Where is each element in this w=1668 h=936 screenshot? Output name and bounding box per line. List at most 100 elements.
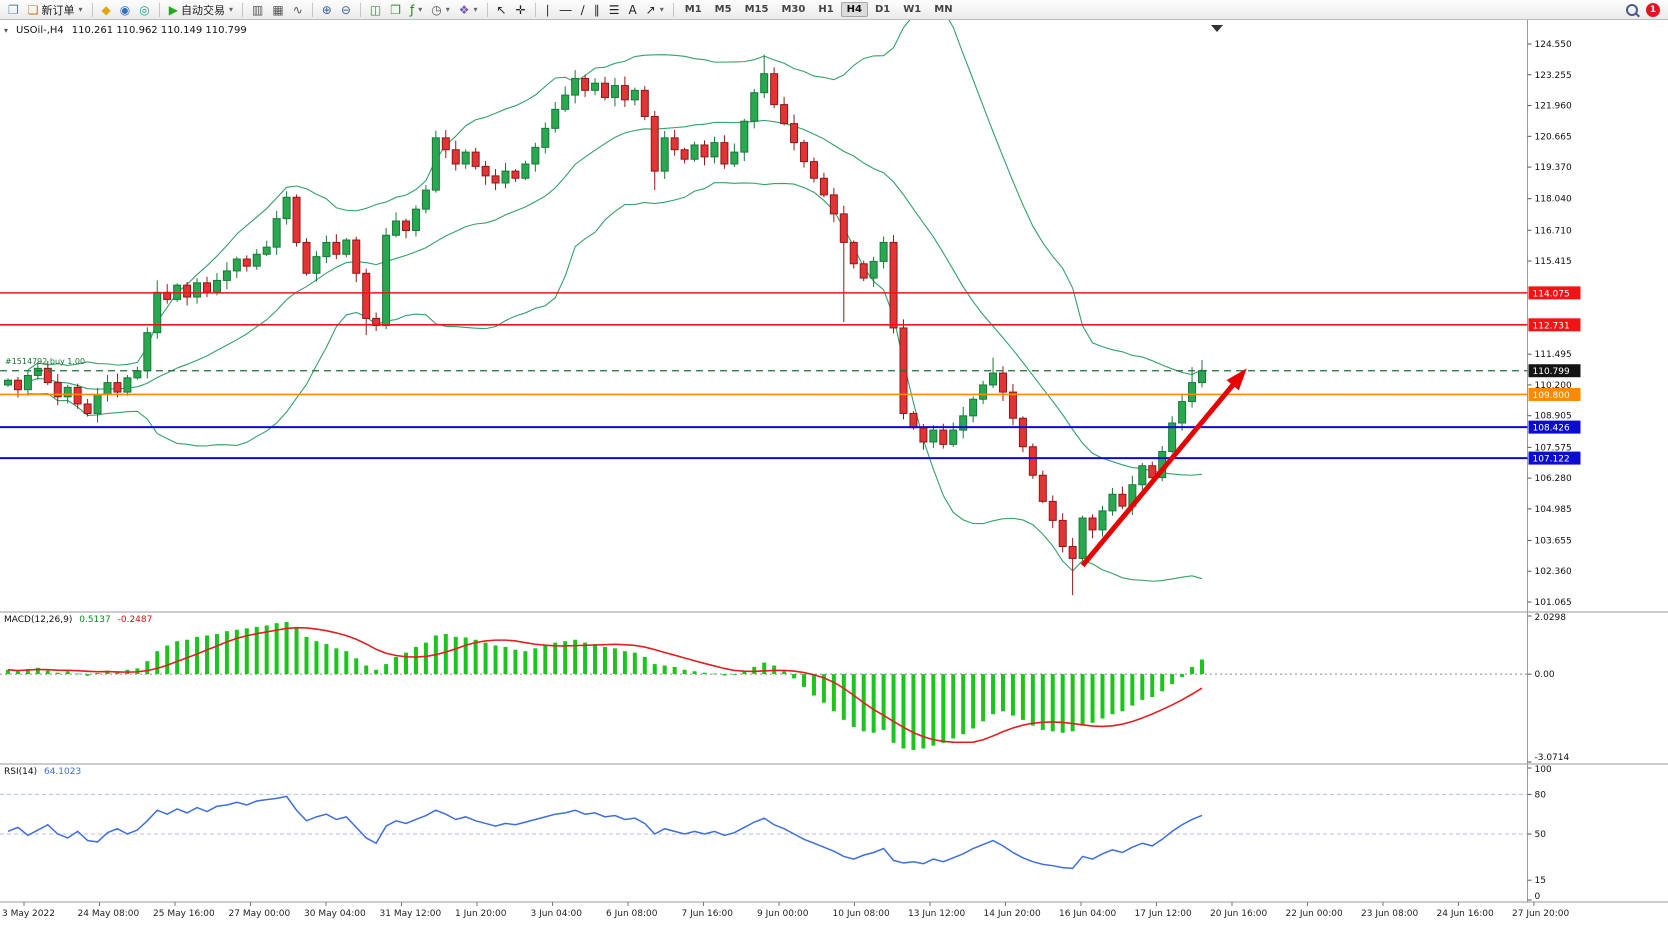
trend-arrow[interactable] xyxy=(1080,377,1240,568)
candle xyxy=(939,429,948,445)
price-tick-label: 119.370 xyxy=(1535,163,1572,173)
timeframe-m30-button[interactable]: M30 xyxy=(781,4,806,15)
candle xyxy=(193,282,202,298)
candlestick-chart-icon[interactable]: ▦ xyxy=(268,1,287,19)
candle xyxy=(43,367,52,384)
timeframe-h4-button[interactable]: H4 xyxy=(840,2,868,17)
timeframe-h1-button[interactable]: H1 xyxy=(818,4,834,15)
new-chart-icon[interactable]: ❒ xyxy=(386,1,405,19)
macd-histogram-bar xyxy=(503,646,508,675)
candle xyxy=(1048,500,1057,521)
macd-histogram-bar xyxy=(1170,674,1175,685)
macd-histogram-bar xyxy=(732,674,737,675)
line-chart-icon[interactable]: ∿ xyxy=(289,1,307,19)
chart-shift-marker-icon[interactable] xyxy=(1211,25,1223,32)
timeframe-m5-button[interactable]: M5 xyxy=(714,4,732,15)
time-label: 3 May 2022 xyxy=(2,909,55,919)
toolbar-right: 1 xyxy=(1626,2,1664,17)
trendline-icon[interactable]: ∕ xyxy=(577,1,589,19)
candlestick-chart-icon: ▦ xyxy=(272,2,284,17)
candle xyxy=(242,258,251,267)
search-icon[interactable] xyxy=(1626,3,1638,16)
zoom-in-icon[interactable]: ⊕ xyxy=(318,1,336,19)
candle xyxy=(123,377,132,393)
candle xyxy=(133,370,142,379)
macd-histogram-bar xyxy=(931,674,936,746)
time-label: 24 May 08:00 xyxy=(78,909,140,919)
macd-histogram-bar xyxy=(991,674,996,715)
fibonacci-icon[interactable]: ☰ xyxy=(605,1,624,19)
candle xyxy=(322,241,331,258)
timeframe-mn-button[interactable]: MN xyxy=(934,4,953,15)
chart-window-icon[interactable]: ❐ xyxy=(4,1,23,19)
bar-chart-icon[interactable]: ▥ xyxy=(248,1,267,19)
templates-icon[interactable]: ❖ ▾ xyxy=(455,1,482,19)
candle xyxy=(869,260,878,279)
macd-histogram-bar xyxy=(921,674,926,749)
macd-histogram-bar xyxy=(374,669,379,675)
price-tick-label: 107.575 xyxy=(1535,443,1572,453)
zoom-out-icon[interactable]: ⊖ xyxy=(337,1,355,19)
caret-down-icon: ▾ xyxy=(659,5,664,14)
chart-canvas[interactable]: 114.075 112.731 110.799 109.800 108.426 107.1… xyxy=(0,20,1668,936)
macd-histogram-bar xyxy=(1120,674,1125,712)
autotrade-button[interactable]: ▶ 自动交易 ▾ xyxy=(165,1,237,19)
cursor-icon[interactable]: ↖ xyxy=(493,1,511,19)
macd-histogram-bar xyxy=(1050,674,1055,732)
macd-histogram-bar xyxy=(901,674,906,749)
macd-histogram-bar xyxy=(652,664,657,675)
tile-windows-icon[interactable]: ◫ xyxy=(366,1,385,19)
candle xyxy=(979,384,988,400)
horizontal-line-icon[interactable]: ― xyxy=(556,1,576,19)
macd-histogram-bar xyxy=(981,674,986,722)
rsi-name: RSI(14) xyxy=(4,767,38,777)
market-watch-icon: ◉ xyxy=(119,2,131,17)
time-label: 6 Jun 08:00 xyxy=(606,909,658,919)
arrows-tool-icon[interactable]: ↗ ▾ xyxy=(642,1,668,19)
zoom-in-icon: ⊕ xyxy=(321,2,332,17)
periods-icon[interactable]: ◷ ▾ xyxy=(427,1,454,19)
candle xyxy=(1018,417,1027,448)
timeframe-m1-button[interactable]: M1 xyxy=(684,4,702,15)
timeframe-w1-button[interactable]: W1 xyxy=(903,4,922,15)
candle xyxy=(212,279,221,293)
new-order-button[interactable]: ❏ 新订单 ▾ xyxy=(24,1,87,19)
trend-arrow-head[interactable] xyxy=(1226,368,1247,391)
candle xyxy=(800,142,808,163)
macd-histogram-bar xyxy=(1010,674,1015,716)
candle xyxy=(521,163,530,179)
macd-histogram-bar xyxy=(1110,674,1115,715)
candle xyxy=(1038,474,1047,502)
signals-icon[interactable]: ◎ xyxy=(135,1,153,19)
macd-axis-label: 0.00 xyxy=(1535,670,1555,680)
text-label-icon: A xyxy=(628,2,637,17)
rsi-axis-label: 15 xyxy=(1535,876,1546,886)
gold-diamond-icon[interactable]: ◆ xyxy=(98,1,115,19)
macd-histogram-bar xyxy=(423,642,428,675)
price-tick-label: 120.665 xyxy=(1535,132,1572,142)
channel-icon[interactable]: ∥ xyxy=(590,1,604,19)
timeframe-m15-button[interactable]: M15 xyxy=(744,4,769,15)
toolbar-separator xyxy=(672,2,674,17)
crosshair-icon[interactable]: ✛ xyxy=(512,1,530,19)
notification-badge[interactable]: 1 xyxy=(1646,2,1660,17)
candle xyxy=(680,149,689,160)
macd-histogram-bar xyxy=(851,674,856,728)
timeframe-d1-button[interactable]: D1 xyxy=(875,4,891,15)
orange-level-line-badge xyxy=(1528,387,1581,401)
vertical-line-icon[interactable]: ∣ xyxy=(541,1,555,19)
macd-histogram-bar xyxy=(264,625,269,675)
arrows-tool-icon: ↗ xyxy=(645,2,656,17)
price-tick-label: 121.960 xyxy=(1535,102,1572,112)
candle xyxy=(879,241,888,262)
support-line-1-badge xyxy=(1528,420,1581,434)
text-label-icon[interactable]: A xyxy=(624,1,640,19)
indicators-icon[interactable]: ƒ ▾ xyxy=(406,1,426,19)
zoom-out-icon: ⊖ xyxy=(340,2,351,17)
market-watch-icon[interactable]: ◉ xyxy=(116,1,134,19)
macd-histogram-bar xyxy=(404,652,408,675)
candle xyxy=(1078,517,1087,559)
macd-histogram-bar xyxy=(722,674,727,676)
support-line-2-badge xyxy=(1528,451,1581,465)
